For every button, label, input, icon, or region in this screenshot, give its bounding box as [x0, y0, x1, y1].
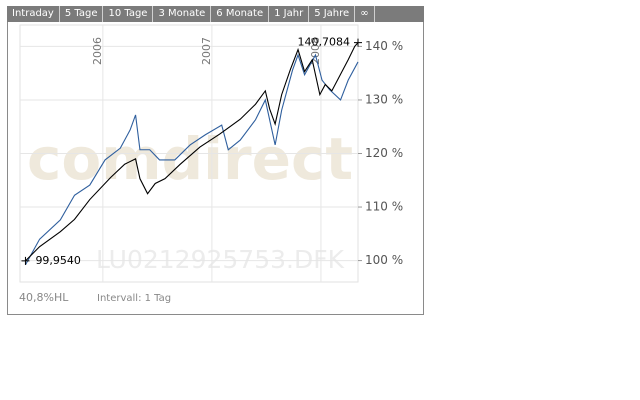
- isin-watermark: LU0212925753.DFK: [96, 245, 345, 274]
- annotation-marker: [354, 38, 362, 47]
- y-tick-label: 120 %: [365, 146, 403, 160]
- y-tick-label: 100 %: [365, 253, 403, 267]
- x-tick-label: 2008: [309, 37, 322, 65]
- range-tab[interactable]: 1 Jahr: [269, 6, 310, 22]
- price-line: [25, 42, 359, 262]
- range-tab[interactable]: 5 Tage: [60, 6, 104, 22]
- interval-label: Intervall: 1 Tag: [97, 293, 171, 304]
- x-tick-label: 2006: [91, 37, 104, 65]
- range-tab[interactable]: 3 Monate: [153, 6, 212, 22]
- hl-label: 40,8%HL: [19, 291, 69, 304]
- y-tick-label: 110 %: [365, 200, 403, 214]
- annotation-label: 99,9540: [35, 254, 81, 267]
- annotation-label: 140,7084: [298, 36, 351, 49]
- watermark: comdirect: [27, 125, 353, 193]
- y-tick-label: 130 %: [365, 92, 403, 106]
- range-tab[interactable]: 10 Tage: [103, 6, 154, 22]
- price-line: [24, 53, 359, 266]
- annotation-marker: [21, 256, 30, 265]
- range-tab[interactable]: 6 Monate: [211, 6, 270, 22]
- tab-bar: Intraday 5 Tage 10 Tage 3 Monate 6 Monate 1 J…: [7, 6, 424, 22]
- range-tab[interactable]: ∞: [355, 6, 375, 22]
- range-tab[interactable]: 5 Jahre: [309, 6, 356, 22]
- widget-frame: [7, 6, 424, 315]
- x-tick-label: 2007: [200, 37, 213, 65]
- y-tick-label: 140 %: [365, 39, 403, 53]
- range-tab[interactable]: Intraday: [7, 6, 60, 22]
